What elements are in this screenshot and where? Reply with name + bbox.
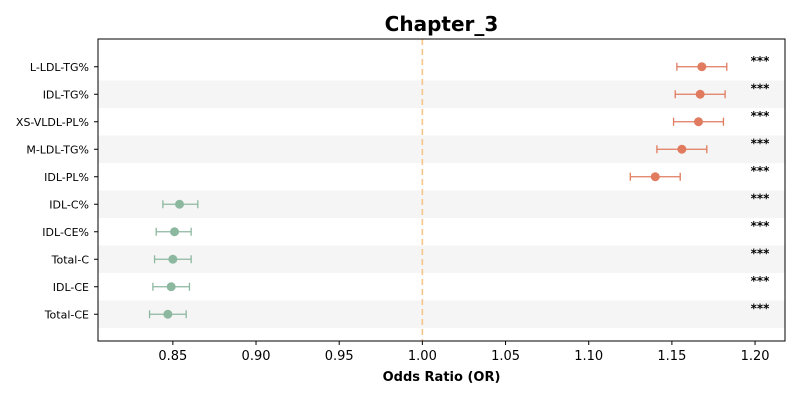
x-axis: 0.85 0.90 0.95 1.00 1.05 1.10 1.15 1.20 xyxy=(158,341,770,364)
x-tick-label: 1.20 xyxy=(741,349,770,364)
x-tick-label: 1.05 xyxy=(491,349,520,364)
x-tick-label: 0.95 xyxy=(325,349,354,364)
significance-label: *** xyxy=(751,246,771,260)
forest-row: *** xyxy=(629,164,771,182)
forest-row: *** xyxy=(674,81,771,99)
or-point xyxy=(650,172,660,182)
forest-row: *** xyxy=(656,136,771,154)
row-shade xyxy=(98,80,785,108)
row-shade xyxy=(98,300,785,328)
y-tick-label: IDL-CE xyxy=(53,281,89,294)
x-tick-label: 0.90 xyxy=(242,349,271,364)
y-tick-label: L-LDL-TG% xyxy=(30,61,89,74)
significance-label: *** xyxy=(751,136,771,150)
y-tick-label: Total-C xyxy=(51,253,90,266)
row-shade xyxy=(98,190,785,218)
x-tick-label: 1.00 xyxy=(408,349,437,364)
or-point xyxy=(170,227,180,237)
x-tick-label: 1.15 xyxy=(657,349,686,364)
marks-layer: *** *** *** *** *** *** *** *** *** *** xyxy=(148,54,771,319)
forest-row: *** xyxy=(152,274,771,292)
y-tick-label: M-LDL-TG% xyxy=(26,143,89,156)
y-tick-label: XS-VLDL-PL% xyxy=(16,116,89,129)
or-point xyxy=(166,282,176,292)
x-tick-label: 1.10 xyxy=(574,349,603,364)
significance-label: *** xyxy=(751,109,771,123)
y-tick-label: IDL-C% xyxy=(49,198,89,211)
or-point xyxy=(163,309,173,319)
y-tick-label: IDL-PL% xyxy=(44,171,89,184)
or-point xyxy=(175,199,185,209)
forest-row: *** xyxy=(162,191,771,209)
y-tick-label: Total-CE xyxy=(44,308,89,321)
forest-row: *** xyxy=(676,54,771,72)
y-tick-label: IDL-TG% xyxy=(43,88,89,101)
significance-label: *** xyxy=(751,164,771,178)
significance-label: *** xyxy=(751,81,771,95)
or-point xyxy=(694,117,704,127)
significance-label: *** xyxy=(751,274,771,288)
y-axis: L-LDL-TG% IDL-TG% XS-VLDL-PL% M-LDL-TG% IDL-… xyxy=(16,61,98,321)
x-tick-label: 0.85 xyxy=(158,349,187,364)
significance-label: *** xyxy=(751,219,771,233)
or-point xyxy=(697,62,707,72)
forest-row: *** xyxy=(672,109,771,127)
or-point xyxy=(695,89,705,99)
forest-row: *** xyxy=(148,301,771,319)
or-point xyxy=(168,254,178,264)
x-axis-label: Odds Ratio (OR) xyxy=(383,370,501,385)
chart-title: Chapter_3 xyxy=(385,12,499,36)
plot-frame xyxy=(97,38,786,342)
row-shade xyxy=(98,245,785,273)
forest-row: *** xyxy=(155,219,771,237)
y-tick-label: IDL-CE% xyxy=(42,226,89,239)
significance-label: *** xyxy=(751,191,771,205)
significance-label: *** xyxy=(751,54,771,68)
row-shading-layer xyxy=(98,80,785,328)
or-point xyxy=(677,144,687,154)
forest-row: *** xyxy=(153,246,771,264)
significance-label: *** xyxy=(751,301,771,315)
